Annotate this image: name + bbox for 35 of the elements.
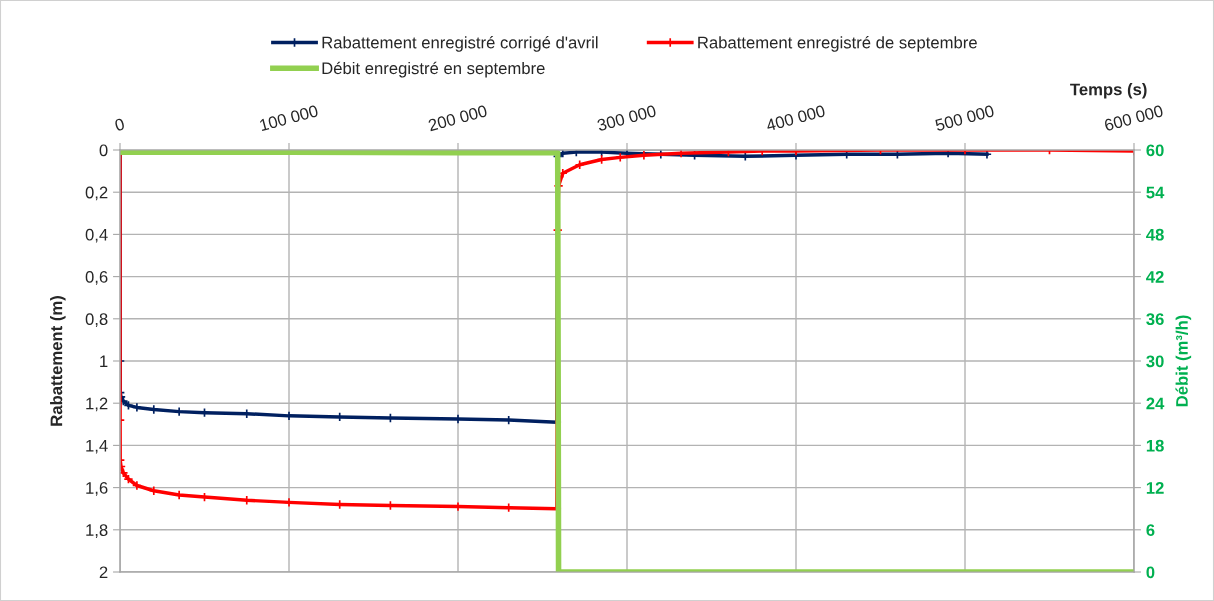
y-tick-label: 0,6 (85, 271, 108, 285)
y2-tick-label: 60 (1146, 144, 1164, 157)
y-tick-label: 0,4 (85, 228, 108, 243)
x-tick-label: 500 000 (934, 104, 995, 132)
x-tick-label: 600 000 (1103, 104, 1164, 132)
y2-tick-label: 54 (1146, 186, 1165, 199)
y-tick-label: 1,4 (86, 439, 108, 454)
y2-tick-label: 36 (1146, 313, 1164, 326)
y-tick-label: 0 (99, 144, 108, 157)
y-tick-label: 2 (99, 566, 108, 579)
y2-tick-label: 30 (1146, 355, 1164, 368)
x-tick-label: 200 000 (427, 104, 488, 132)
x-tick-label: 100 000 (259, 104, 319, 132)
legend-label: Débit enregistré en septembre (322, 61, 545, 78)
x-axis-title: Temps (s) (1070, 83, 1147, 99)
y2-tick-label: 42 (1146, 271, 1164, 283)
x-tick-label: 0 (114, 117, 126, 132)
y2-axis-title: Débit (m³/h) (1175, 315, 1192, 407)
y2-tick-label: 18 (1146, 439, 1164, 452)
y2-tick-label: 24 (1146, 397, 1165, 410)
y-tick-label: 1 (100, 355, 108, 368)
y-tick-label: 0,2 (85, 186, 108, 201)
x-tick-label: 300 000 (596, 104, 657, 132)
legend-label: Rabattement enregistré de septembre (698, 36, 977, 52)
legend-label: Rabattement enregistré corrigé d'avril (322, 36, 598, 52)
y-tick-label: 0,8 (85, 313, 108, 327)
y2-tick-label: 12 (1146, 482, 1164, 494)
y2-tick-label: 48 (1146, 228, 1164, 241)
y2-tick-label: 6 (1146, 524, 1155, 536)
y2-tick-label: 0 (1146, 566, 1155, 579)
y-tick-label: 1,6 (86, 482, 108, 496)
y-tick-label: 1,8 (86, 524, 108, 538)
y-axis-title: Rabattement (m) (50, 296, 66, 426)
y-tick-label: 1,2 (86, 397, 108, 412)
x-tick-label: 400 000 (765, 104, 826, 132)
